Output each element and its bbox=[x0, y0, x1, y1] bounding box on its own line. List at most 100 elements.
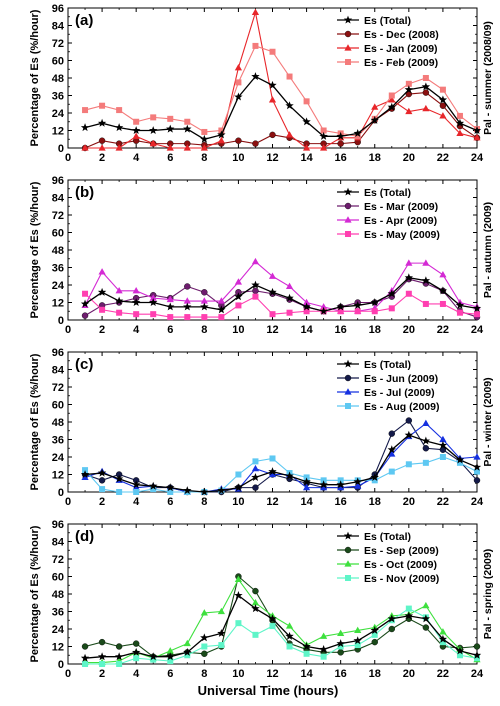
data-point bbox=[354, 308, 361, 315]
panel-label: (a) bbox=[75, 12, 93, 29]
data-point bbox=[252, 293, 259, 300]
data-point bbox=[319, 306, 328, 315]
data-point bbox=[183, 144, 191, 151]
x-tick-label: 12 bbox=[266, 324, 278, 336]
x-tick-label: 0 bbox=[65, 496, 71, 508]
legend-marker bbox=[344, 30, 352, 38]
data-point bbox=[80, 299, 90, 308]
data-point bbox=[473, 453, 481, 460]
data-point bbox=[405, 107, 413, 115]
y-tick-label: 48 bbox=[52, 73, 64, 85]
data-point bbox=[131, 480, 141, 489]
data-point bbox=[251, 72, 260, 81]
data-point bbox=[252, 42, 259, 49]
data-point bbox=[201, 314, 208, 321]
series-line bbox=[84, 575, 478, 658]
data-point bbox=[336, 131, 345, 140]
legend-entry: Es - Aug (2009) bbox=[364, 401, 439, 413]
y-tick-label: 72 bbox=[52, 382, 64, 394]
y-tick-label: 24 bbox=[52, 624, 65, 636]
data-point bbox=[337, 140, 344, 147]
y-tick-label: 60 bbox=[52, 400, 64, 412]
data-point bbox=[472, 650, 482, 659]
data-point bbox=[150, 114, 157, 121]
data-point bbox=[200, 487, 209, 496]
data-point bbox=[234, 575, 243, 583]
x-tick-label: 6 bbox=[167, 496, 173, 508]
data-point bbox=[285, 622, 294, 629]
legend-marker bbox=[344, 560, 352, 567]
data-point bbox=[421, 614, 431, 623]
data-point bbox=[421, 276, 431, 285]
data-point bbox=[235, 620, 242, 627]
x-tick-label: 10 bbox=[232, 324, 244, 336]
y-tick-label: 60 bbox=[52, 56, 64, 68]
data-point bbox=[82, 661, 89, 667]
data-point bbox=[251, 280, 260, 289]
data-point bbox=[473, 133, 481, 141]
data-point bbox=[166, 302, 175, 311]
x-tick-label: 16 bbox=[335, 496, 347, 508]
y-tick-label: 0 bbox=[58, 315, 64, 327]
data-point bbox=[80, 123, 90, 132]
data-point bbox=[268, 287, 277, 296]
data-point bbox=[387, 289, 396, 298]
data-point bbox=[200, 633, 209, 642]
y-tick-label: 0 bbox=[58, 659, 64, 671]
legend-entry: Es (Total) bbox=[364, 187, 411, 199]
data-point bbox=[133, 311, 140, 318]
data-point bbox=[455, 646, 465, 655]
data-point bbox=[131, 126, 141, 135]
data-point bbox=[473, 477, 481, 484]
data-point bbox=[98, 137, 106, 144]
legend-entry: Es - Sep (2009) bbox=[364, 545, 439, 557]
data-point bbox=[234, 63, 243, 71]
data-point bbox=[438, 95, 448, 104]
data-point bbox=[166, 483, 175, 492]
x-tick-label: 10 bbox=[232, 496, 244, 508]
data-point bbox=[166, 124, 175, 133]
data-point bbox=[82, 290, 89, 297]
x-tick-label: 4 bbox=[133, 152, 140, 164]
data-point bbox=[320, 303, 328, 310]
x-tick-label: 24 bbox=[471, 496, 484, 508]
x-tick-label: 6 bbox=[167, 152, 173, 164]
data-point bbox=[201, 289, 208, 296]
data-point bbox=[320, 144, 328, 151]
data-point bbox=[472, 462, 482, 471]
data-point bbox=[81, 473, 89, 481]
data-point bbox=[421, 82, 431, 91]
data-point bbox=[370, 298, 379, 307]
data-point bbox=[217, 305, 226, 314]
data-point bbox=[99, 661, 106, 667]
data-point bbox=[82, 107, 89, 114]
data-point bbox=[150, 311, 157, 318]
legend-marker bbox=[345, 59, 351, 65]
data-point bbox=[405, 417, 413, 424]
data-point bbox=[302, 302, 311, 311]
data-point bbox=[183, 124, 192, 133]
y-tick-label: 84 bbox=[52, 21, 65, 33]
data-point bbox=[183, 639, 191, 647]
data-point bbox=[474, 468, 480, 475]
data-point bbox=[268, 614, 277, 623]
x-tick-label: 14 bbox=[300, 324, 313, 336]
data-point bbox=[217, 130, 226, 139]
legend-marker bbox=[344, 388, 352, 395]
y-axis-label: Percentage of Es (%/hour) bbox=[29, 353, 41, 490]
data-point bbox=[114, 474, 124, 483]
data-point bbox=[285, 471, 294, 480]
data-point bbox=[252, 287, 259, 295]
y-tick-label: 24 bbox=[52, 280, 65, 292]
data-point bbox=[200, 144, 208, 151]
x-tick-label: 18 bbox=[369, 496, 381, 508]
data-point bbox=[183, 647, 192, 656]
data-point bbox=[337, 483, 345, 491]
data-point bbox=[319, 645, 328, 653]
data-point bbox=[201, 650, 208, 657]
data-point bbox=[131, 298, 141, 307]
data-point bbox=[234, 483, 243, 492]
